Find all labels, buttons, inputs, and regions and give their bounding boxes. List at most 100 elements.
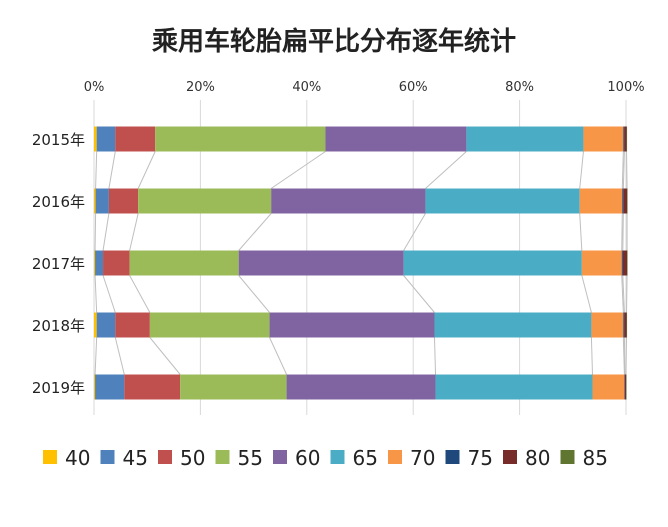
legend-swatch: [445, 450, 460, 464]
bar-segment-80: [624, 374, 626, 400]
y-category-label: 2019年: [32, 379, 85, 397]
legend-swatch: [560, 450, 575, 464]
bar-segment-60: [269, 312, 435, 338]
legend-label: 45: [123, 446, 148, 470]
series-connector-line: [102, 213, 110, 251]
bar-segment-75: [624, 374, 625, 400]
bar-segment-45: [95, 374, 125, 400]
bar-segment-85: [626, 312, 628, 338]
series-connector-line: [94, 337, 98, 375]
bar-segment-50: [108, 188, 139, 214]
legend-swatch: [158, 450, 172, 464]
legend-swatch: [330, 450, 345, 464]
bar-segment-45: [96, 126, 116, 152]
series-connector-line: [114, 337, 125, 375]
series-connector-line: [626, 151, 628, 189]
bar-segment-45: [95, 250, 104, 276]
series-connector-line: [129, 275, 151, 313]
bar-segment-40: [94, 126, 97, 152]
bar-segment-55: [155, 126, 326, 152]
bar-segment-80: [624, 312, 627, 338]
bar-segment-50: [124, 374, 181, 400]
bar-segment-70: [579, 188, 623, 214]
x-tick-label: 40%: [292, 80, 321, 95]
series-connector-line: [102, 275, 116, 313]
y-category-label: 2016年: [32, 193, 85, 211]
series-connector-line: [622, 213, 624, 251]
series-connector-line: [626, 275, 628, 313]
legend-swatch: [43, 450, 57, 464]
bar-segment-70: [583, 126, 624, 152]
legend-swatch: [503, 450, 517, 464]
bar-segment-60: [286, 374, 436, 400]
bar-segment-60: [238, 250, 404, 276]
bar-segment-75: [621, 250, 623, 276]
y-axis-categories: 2015年 2016年 2017年 2018年 2019年: [32, 131, 85, 397]
y-category-label: 2018年: [32, 317, 85, 335]
series-connector-line: [94, 213, 97, 251]
series-connector-line: [129, 213, 139, 251]
bar-segment-50: [115, 126, 156, 152]
legend-label: 80: [525, 446, 550, 470]
series-connector-line: [238, 213, 272, 251]
series-connector-line: [433, 337, 437, 375]
bar-segment-60: [325, 126, 467, 152]
bar-segment-65: [425, 188, 580, 214]
bar-segment-40: [94, 312, 97, 338]
series-connector-line: [621, 275, 624, 313]
series-connector-line: [108, 151, 116, 189]
bar-segment-55: [138, 188, 272, 214]
bar-segment-50: [115, 312, 150, 338]
x-tick-label: 0%: [84, 80, 105, 95]
x-tick-label: 80%: [505, 80, 534, 95]
series-connector-line: [269, 337, 288, 375]
series-connector-line: [425, 151, 467, 189]
bar-segment-70: [592, 374, 625, 400]
series-connector-line: [581, 275, 592, 313]
series-connector-line: [625, 337, 628, 375]
legend-swatch: [388, 450, 402, 464]
series-connector-line: [623, 337, 626, 375]
x-axis-ticks: 0% 20% 40% 60% 80% 100%: [84, 80, 645, 95]
series-connector-line: [579, 151, 584, 189]
series-connectors: [94, 151, 628, 375]
bar-segment-65: [435, 374, 593, 400]
bar-segment-80: [623, 188, 628, 214]
series-connector-line: [622, 275, 625, 313]
chart-title: 乘用车轮胎扁平比分布逐年统计: [151, 26, 516, 57]
series-connector-line: [622, 151, 625, 189]
bar-segment-40: [94, 374, 96, 400]
legend-label: 55: [238, 446, 263, 470]
bar-segment-40: [94, 188, 96, 214]
series-connector-line: [238, 275, 270, 313]
bar-segment-85: [626, 374, 627, 400]
legend-label: 50: [180, 446, 205, 470]
bar-segment-60: [271, 188, 426, 214]
series-connector-line: [621, 213, 623, 251]
bar-segment-45: [96, 312, 116, 338]
y-category-label: 2017年: [32, 255, 85, 273]
legend-label: 65: [353, 446, 378, 470]
bar-segment-75: [623, 126, 625, 152]
legend-label: 85: [583, 446, 608, 470]
bar-segment-55: [180, 374, 287, 400]
legend-swatch: [215, 450, 230, 464]
bar-segment-40: [94, 250, 96, 276]
series-connector-line: [95, 151, 98, 189]
bar-segment-70: [581, 250, 622, 276]
series-connector-line: [403, 275, 435, 313]
bar-segment-55: [149, 312, 270, 338]
bar-segment-80: [624, 126, 627, 152]
bar-segment-75: [622, 188, 624, 214]
series-connector-line: [94, 275, 98, 313]
legend-label: 40: [65, 446, 90, 470]
series-connector-line: [137, 151, 156, 189]
series-connector-line: [403, 213, 426, 251]
legend-label: 75: [468, 446, 493, 470]
bars: [94, 126, 628, 400]
series-connector-line: [590, 337, 593, 375]
series-connector-line: [149, 337, 181, 375]
bar-segment-70: [591, 312, 624, 338]
